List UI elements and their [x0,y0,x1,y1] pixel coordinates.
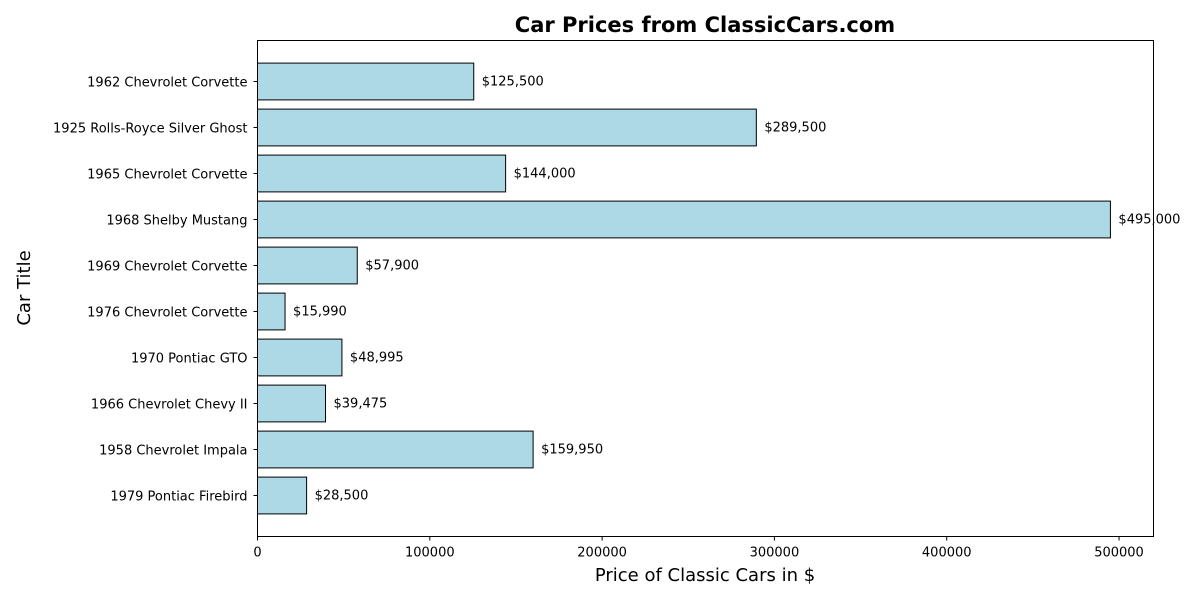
y-tick-label: 1958 Chevrolet Impala [99,444,247,459]
data-label: $495,000 [1118,213,1180,228]
x-tick-label: 400000 [922,546,972,561]
data-label: $125,500 [482,75,544,90]
data-label: $28,500 [315,489,369,504]
data-label: $48,995 [350,351,404,366]
bar [257,200,1111,239]
x-tick-label: 100000 [405,546,455,561]
y-tick-label: 1965 Chevrolet Corvette [87,168,247,183]
data-label: $57,900 [365,259,419,274]
bar [257,476,308,515]
x-tick-label: 300000 [750,546,800,561]
y-tick-label: 1962 Chevrolet Corvette [87,76,247,91]
x-tick-label: 500000 [1094,546,1144,561]
bar [257,338,343,377]
bar [257,430,534,469]
chart-title: Car Prices from ClassicCars.com [515,13,895,37]
x-tick-label: 200000 [577,546,627,561]
x-ticks: 0 100000 200000 300000 400000 500000 [253,536,1144,561]
y-tick-label: 1969 Chevrolet Corvette [87,260,247,275]
y-tick-label: 1968 Shelby Mustang [106,214,247,229]
data-label: $39,475 [334,397,388,412]
y-axis-label: Car Title [14,250,35,325]
y-tick-label: 1976 Chevrolet Corvette [87,306,247,321]
y-tick-label: 1979 Pontiac Firebird [110,490,247,505]
y-tick-label: 1925 Rolls-Royce Silver Ghost [53,122,247,137]
plot-area-frame [257,40,1154,537]
x-tick-label: 0 [253,546,261,561]
data-label: $159,950 [541,443,603,458]
y-tick-labels: 1962 Chevrolet Corvette 1925 Rolls-Royce … [53,76,258,505]
data-labels: $125,500 $289,500 $144,000 $495,000 $57,900 $… [293,75,1180,504]
x-axis-label: Price of Classic Cars in $ [595,565,815,586]
bar [257,62,475,101]
y-tick-label: 1970 Pontiac GTO [131,352,248,367]
bar [257,108,757,147]
bars-group [257,62,1111,515]
bar [257,246,358,285]
data-label: $15,990 [293,305,347,320]
bar [257,154,507,193]
data-label: $144,000 [514,167,576,182]
y-tick-label: 1966 Chevrolet Chevy II [91,398,248,413]
bar [257,292,286,331]
data-label: $289,500 [764,121,826,136]
bar [257,384,327,423]
